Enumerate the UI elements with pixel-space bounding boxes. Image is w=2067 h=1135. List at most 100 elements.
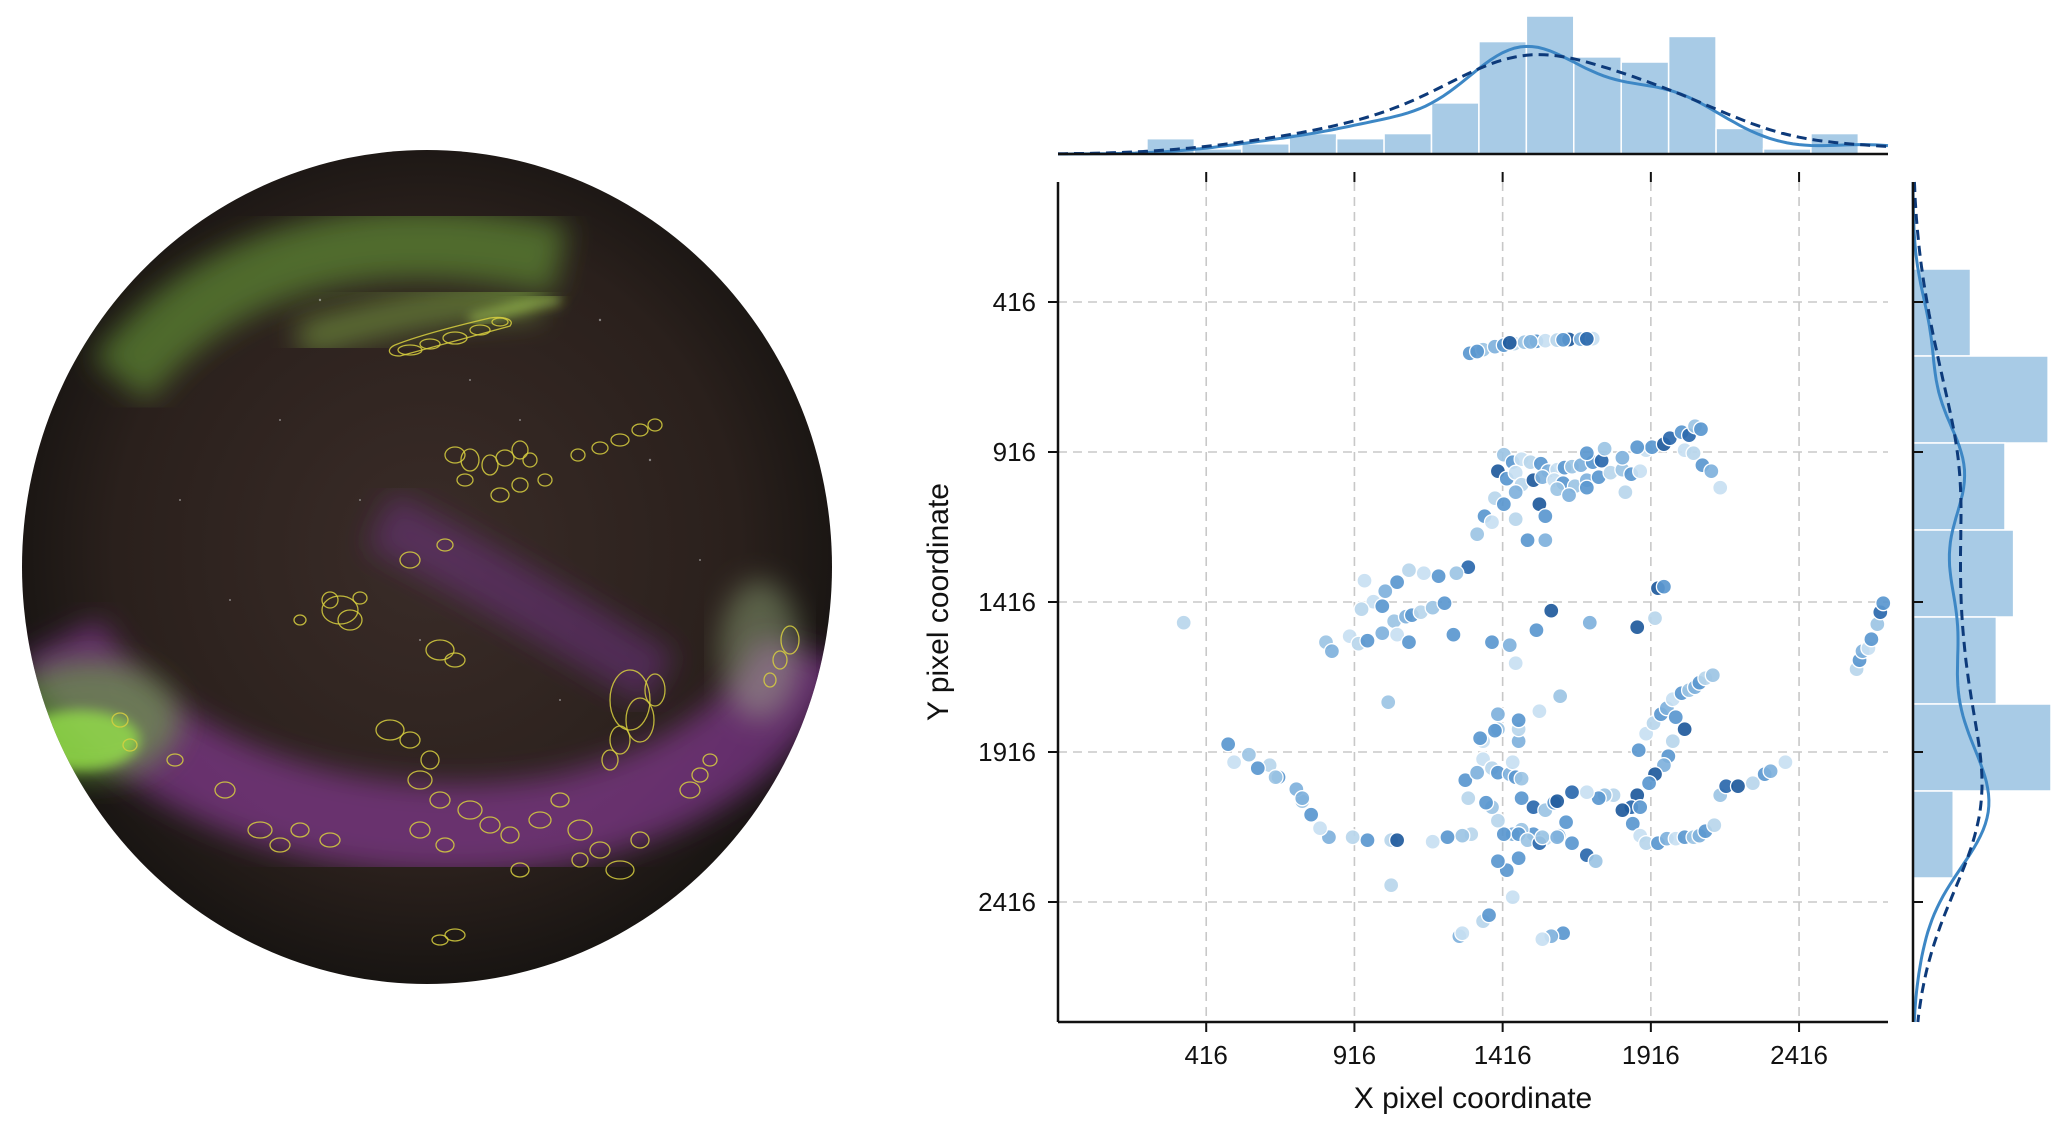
scatter-point — [1495, 496, 1512, 513]
x-kde-solid — [1058, 44, 1889, 156]
scatter-point — [1534, 829, 1551, 846]
scatter-point — [1624, 815, 1641, 832]
y-kde-dashed — [1912, 181, 1984, 1023]
kde-curves — [1058, 44, 1991, 1023]
scatter-point — [1489, 812, 1507, 829]
scatter-point — [1359, 632, 1376, 649]
scatter-point — [1703, 463, 1720, 480]
scatter-point — [1578, 784, 1595, 801]
scatter-point — [1554, 331, 1572, 348]
scatter-point — [1175, 614, 1192, 631]
x-hist-bar — [1573, 56, 1622, 155]
y-marginal-histogram — [1912, 268, 2052, 879]
scatter-point — [1522, 333, 1539, 351]
scatter-point — [1374, 598, 1391, 615]
scatter-points — [1175, 330, 1892, 948]
scatter-point — [1560, 487, 1578, 504]
scatter-point — [1356, 572, 1373, 589]
scatter-point — [1581, 614, 1598, 631]
scatter-point — [1646, 610, 1664, 627]
x-hist-bar — [1525, 15, 1575, 155]
scatter-point — [1667, 709, 1684, 726]
scatter-point — [1578, 479, 1595, 496]
scatter-point — [1712, 479, 1729, 496]
detection-contours — [111, 316, 800, 946]
y-kde-solid — [1911, 182, 1991, 1023]
x-hist-bar — [1478, 40, 1528, 155]
scatter-point — [1640, 775, 1658, 792]
scatter-point — [1513, 770, 1530, 787]
scatter-point — [1448, 565, 1465, 582]
scatter-point — [1777, 754, 1794, 771]
scatter-point — [1531, 703, 1548, 720]
scatter-point — [1578, 330, 1595, 348]
scatter-point — [1744, 775, 1761, 792]
scatter-point — [1388, 574, 1406, 591]
scatter-point — [1614, 802, 1631, 819]
scatter-point — [1424, 833, 1441, 850]
scatter-point — [1388, 832, 1406, 849]
scatter-point — [1507, 511, 1524, 528]
x-tick-label: 416 — [1185, 1040, 1228, 1070]
scatter-point — [1504, 754, 1521, 771]
scatter-point — [1578, 445, 1595, 462]
scatter-point — [1557, 814, 1575, 831]
scatter-point — [1323, 643, 1341, 660]
x-tick-label: 1416 — [1474, 1040, 1532, 1070]
scatter-point — [1388, 626, 1406, 643]
scatter-point — [1534, 931, 1551, 948]
y-tick-label: 916 — [993, 437, 1036, 467]
scatter-point — [1454, 827, 1471, 844]
scatter-point — [1510, 850, 1527, 867]
y-tick-label: 2416 — [978, 887, 1036, 917]
scatter-point — [1563, 835, 1581, 852]
scatter-point — [1629, 619, 1646, 636]
scatter-point — [1469, 764, 1486, 781]
scatter-point — [1549, 793, 1566, 810]
scatter-point — [1220, 736, 1237, 753]
scatter-point — [1400, 634, 1418, 651]
y-tick-label: 416 — [993, 287, 1036, 317]
x-tick-label: 2416 — [1770, 1040, 1828, 1070]
scatter-point — [1587, 853, 1604, 870]
scatter-point — [1303, 806, 1320, 823]
scatter-point — [1445, 626, 1462, 643]
all-sky-image — [22, 150, 832, 984]
scatter-point — [1537, 508, 1554, 525]
scatter-point — [1359, 832, 1376, 849]
stars — [179, 298, 701, 701]
scatter-point — [1469, 343, 1486, 360]
scatter-point — [1344, 829, 1361, 846]
y-hist-bar — [1912, 529, 2015, 618]
scatter-point — [1267, 769, 1284, 786]
scatter-point — [1489, 706, 1507, 723]
scatter-point — [1460, 790, 1477, 807]
scatter-point — [1704, 667, 1721, 684]
y-tick-label: 1416 — [978, 587, 1036, 617]
x-hist-bar — [1241, 143, 1290, 155]
x-tick-label: 1916 — [1622, 1040, 1680, 1070]
scatter-point — [1692, 421, 1710, 438]
scatter-point — [1353, 601, 1370, 618]
scatter-point — [1632, 799, 1649, 816]
scatter-point — [1225, 754, 1243, 771]
scatter-point — [1486, 722, 1504, 739]
scatter-point — [1377, 583, 1394, 600]
scatter-point — [1383, 877, 1400, 894]
y-hist-bar — [1912, 616, 1998, 705]
scatter-point — [1311, 820, 1329, 837]
scatter-point — [1596, 440, 1613, 457]
scatter-point — [1240, 746, 1258, 763]
x-hist-bar — [1383, 132, 1433, 155]
scatter-point — [1374, 625, 1391, 642]
scatter-point — [1294, 790, 1311, 807]
scatter-point — [1630, 742, 1647, 759]
scatter-point — [1480, 907, 1498, 924]
scatter-point — [1513, 790, 1530, 807]
scatter-point — [1528, 622, 1545, 639]
scatter-point — [1706, 817, 1723, 834]
scatter-point — [1549, 829, 1566, 846]
scatter-point — [1519, 532, 1536, 549]
scatter-point — [1469, 526, 1486, 543]
scatter-point — [1563, 784, 1581, 801]
